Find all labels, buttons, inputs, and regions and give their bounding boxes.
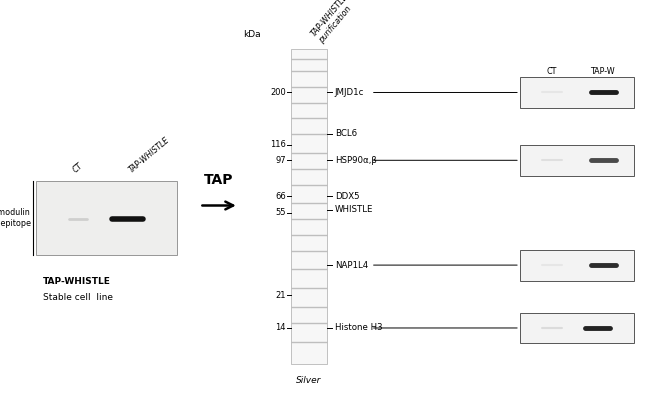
Bar	[36, 181, 177, 255]
Bar	[520, 249, 634, 281]
Text: JMJD1c: JMJD1c	[335, 88, 364, 97]
Text: WHISTLE: WHISTLE	[335, 205, 373, 214]
Text: 116: 116	[270, 140, 286, 149]
Text: DDX5: DDX5	[335, 192, 360, 201]
Bar	[520, 77, 634, 108]
Text: 66: 66	[275, 192, 286, 201]
Text: BCL6: BCL6	[335, 129, 357, 138]
Text: CT: CT	[71, 162, 85, 175]
Text: 97: 97	[275, 156, 286, 165]
Text: TAP-WHISTLE: TAP-WHISTLE	[43, 277, 111, 286]
Text: Silver: Silver	[296, 376, 322, 385]
Text: TAP-WHISTLE
purification: TAP-WHISTLE purification	[309, 0, 358, 45]
Text: CT: CT	[547, 67, 557, 76]
Text: 21: 21	[275, 291, 286, 300]
Bar	[291, 49, 327, 364]
Text: 14: 14	[275, 323, 286, 332]
Text: Stable cell  line: Stable cell line	[43, 293, 112, 302]
Text: TAP-W: TAP-W	[590, 67, 615, 76]
Text: TAP: TAP	[204, 173, 234, 187]
Text: 55: 55	[275, 208, 286, 217]
Text: α-Calmodulin
binding epitope: α-Calmodulin binding epitope	[0, 208, 31, 228]
Text: TAP-WHISTLE: TAP-WHISTLE	[128, 136, 171, 175]
Text: Histone H3: Histone H3	[335, 323, 383, 332]
Text: 200: 200	[270, 88, 286, 97]
Bar	[520, 145, 634, 176]
Text: HSP90α,β: HSP90α,β	[335, 156, 377, 165]
Text: NAP1L4: NAP1L4	[335, 261, 368, 270]
Bar	[520, 312, 634, 344]
Text: kDa: kDa	[243, 30, 260, 39]
